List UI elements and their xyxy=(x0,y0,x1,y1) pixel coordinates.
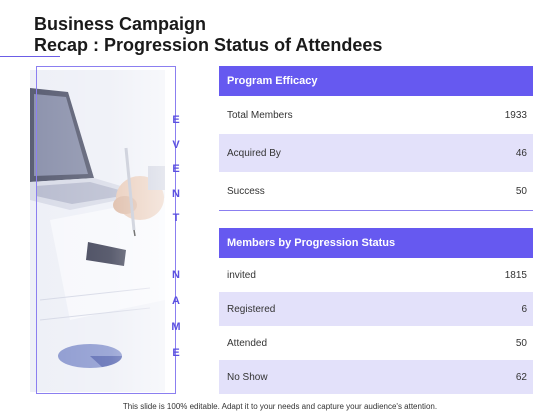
footer-note: This slide is 100% editable. Adapt it to… xyxy=(122,402,438,411)
row-value: 62 xyxy=(515,371,527,383)
table-row: No Show 62 xyxy=(219,360,533,394)
vertical-label-event: E V E N T xyxy=(172,114,180,224)
row-value: 50 xyxy=(515,337,527,349)
table-row: invited 1815 xyxy=(219,258,533,292)
program-efficacy-table: Program Efficacy Total Members 1933 Acqu… xyxy=(219,66,533,211)
row-label: Acquired By xyxy=(227,147,281,159)
table-row: Acquired By 46 xyxy=(219,134,533,172)
progression-status-table: Members by Progression Status invited 18… xyxy=(219,228,533,394)
slide-title: Business Campaign Recap : Progression St… xyxy=(34,14,382,56)
table-row: Success 50 xyxy=(219,172,533,210)
row-value: 1815 xyxy=(504,269,527,281)
title-line-1: Business Campaign xyxy=(34,14,207,34)
row-value: 50 xyxy=(515,185,527,197)
row-label: No Show xyxy=(227,371,268,383)
vertical-label-name: N A M E xyxy=(171,269,181,359)
table-row: Registered 6 xyxy=(219,292,533,326)
row-label: invited xyxy=(227,269,256,281)
row-label: Success xyxy=(227,185,265,197)
table-row: Total Members 1933 xyxy=(219,96,533,134)
program-efficacy-header: Program Efficacy xyxy=(219,66,533,96)
progression-status-header: Members by Progression Status xyxy=(219,228,533,258)
row-value: 6 xyxy=(521,303,527,315)
row-label: Attended xyxy=(227,337,268,349)
row-value: 46 xyxy=(515,147,527,159)
title-line-2: Recap : Progression Status of Attendees xyxy=(34,35,383,55)
row-label: Total Members xyxy=(227,109,293,121)
row-value: 1933 xyxy=(504,109,527,121)
table-row: Attended 50 xyxy=(219,326,533,360)
photo-frame-border xyxy=(36,66,176,394)
table-bottom-divider xyxy=(219,210,533,211)
row-label: Registered xyxy=(227,303,276,315)
title-accent-line xyxy=(0,56,60,57)
